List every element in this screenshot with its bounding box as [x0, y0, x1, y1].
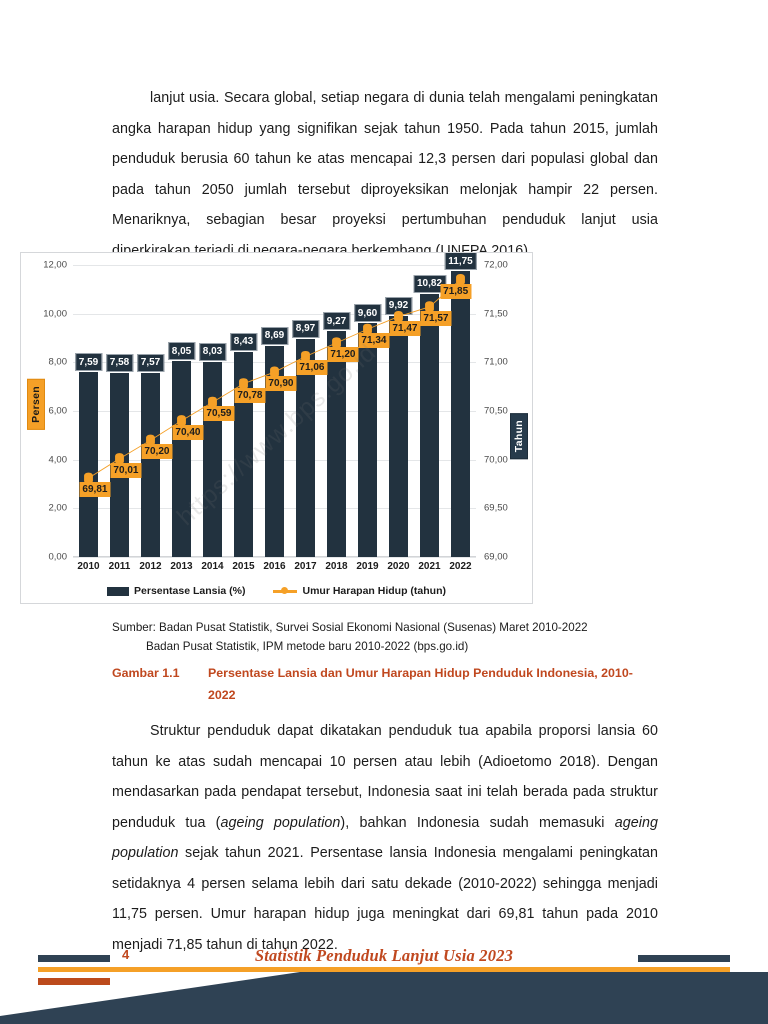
right-axis-tick: 71,00 [484, 356, 508, 368]
footer-title: Statistik Penduduk Lanjut Usia 2023 [254, 946, 514, 965]
x-axis-tick: 2016 [263, 561, 286, 572]
line-value-label: 69,81 [79, 482, 111, 498]
line-value-label: 70,20 [141, 444, 173, 460]
legend-item-line: Umur Harapan Hidup (tahun) [273, 585, 446, 597]
left-axis-title: Persen [27, 379, 45, 430]
line-value-label: 71,47 [389, 320, 421, 336]
x-axis-labels: 2010 2011 2012 2013 2014 2015 2016 2017 2018 2019… [73, 561, 476, 572]
footer-bar-navy-left [38, 955, 110, 962]
x-axis-tick: 2014 [201, 561, 224, 572]
legend-item-bar: Persentase Lansia (%) [107, 585, 245, 597]
line-point-labels: 69,81 70,01 70,20 70,40 70,59 70,78 70,90 71,06… [73, 265, 476, 557]
left-axis-tick: 10,00 [43, 308, 67, 320]
right-axis-tick: 70,50 [484, 405, 508, 417]
caption-number: Gambar 1.1 [112, 666, 180, 680]
footer-bar-rust [38, 978, 110, 985]
figure-caption: Gambar 1.1 Persentase Lansia dan Umur Ha… [112, 663, 658, 706]
left-axis-tick: 2,00 [48, 502, 68, 514]
legend-label-line: Umur Harapan Hidup (tahun) [302, 585, 446, 597]
source-line-1: Sumber: Badan Pusat Statistik, Survei So… [112, 621, 588, 634]
bar-swatch-icon [107, 586, 130, 596]
left-axis-tick: 0,00 [48, 551, 68, 563]
line-value-label: 70,78 [234, 387, 266, 403]
left-axis-tick: 12,00 [43, 259, 67, 271]
right-axis-tick: 69,00 [484, 551, 508, 563]
gridline [73, 265, 476, 266]
line-value-label: 70,40 [172, 424, 204, 440]
line-value-label: 71,34 [358, 333, 390, 349]
figure-source: Sumber: Badan Pusat Statistik, Survei So… [112, 618, 672, 656]
x-axis-tick: 2017 [294, 561, 317, 572]
x-axis-tick: 2019 [356, 561, 379, 572]
figure-container: https://www.bps.go.id Persen Tahun 0,002… [20, 252, 535, 604]
x-axis-tick: 2011 [108, 561, 131, 572]
chart-legend: Persentase Lansia (%) Umur Harapan Hidup… [21, 585, 532, 597]
x-axis-tick: 2020 [387, 561, 410, 572]
line-swatch-icon [273, 586, 298, 596]
page-footer: 4 Statistik Penduduk Lanjut Usia 2023 [0, 934, 768, 1024]
x-axis-tick: 2022 [449, 561, 472, 572]
x-axis-tick: 2010 [77, 561, 100, 572]
x-axis-tick: 2013 [170, 561, 193, 572]
line-value-label: 70,01 [110, 462, 142, 478]
left-axis-tick: 6,00 [48, 405, 68, 417]
right-axis-title: Tahun [510, 413, 528, 460]
bottom-paragraph: Struktur penduduk dapat dikatakan pendud… [112, 723, 658, 953]
source-line-2: Badan Pusat Statistik, IPM metode baru 2… [146, 640, 469, 653]
x-axis-tick: 2012 [139, 561, 162, 572]
gridline [73, 557, 476, 558]
line-value-label: 71,57 [420, 310, 452, 326]
right-axis-tick: 70,00 [484, 454, 508, 466]
page-number: 4 [122, 947, 130, 962]
line-value-label: 71,20 [327, 346, 359, 362]
caption-text: Persentase Lansia dan Umur Harapan Hidup… [208, 666, 633, 702]
right-axis-tick: 71,50 [484, 308, 508, 320]
plot-area: 0,00 2,00 4,00 6,00 8,00 10,00 12,00 69,00 69,5… [43, 253, 508, 563]
right-axis-tick: 69,50 [484, 502, 508, 514]
right-axis-tick: 72,00 [484, 259, 508, 271]
line-value-label: 71,06 [296, 360, 328, 376]
line-value-label: 71,85 [440, 283, 472, 299]
top-paragraph: lanjut usia. Secara global, setiap negar… [112, 90, 658, 259]
chart: https://www.bps.go.id Persen Tahun 0,002… [20, 252, 533, 604]
footer-decoration [0, 972, 768, 1024]
footer-bar-orange [38, 967, 730, 972]
bar-value-label: 11,75 [444, 253, 477, 271]
legend-label-bar: Persentase Lansia (%) [134, 585, 246, 597]
x-axis-tick: 2021 [418, 561, 441, 572]
left-axis-tick: 8,00 [48, 356, 68, 368]
x-axis-tick: 2015 [232, 561, 255, 572]
left-axis-tick: 4,00 [48, 454, 68, 466]
line-value-label: 70,59 [203, 406, 235, 422]
line-value-label: 70,90 [265, 376, 297, 392]
x-axis-tick: 2018 [325, 561, 348, 572]
footer-bar-navy-right [638, 955, 730, 962]
